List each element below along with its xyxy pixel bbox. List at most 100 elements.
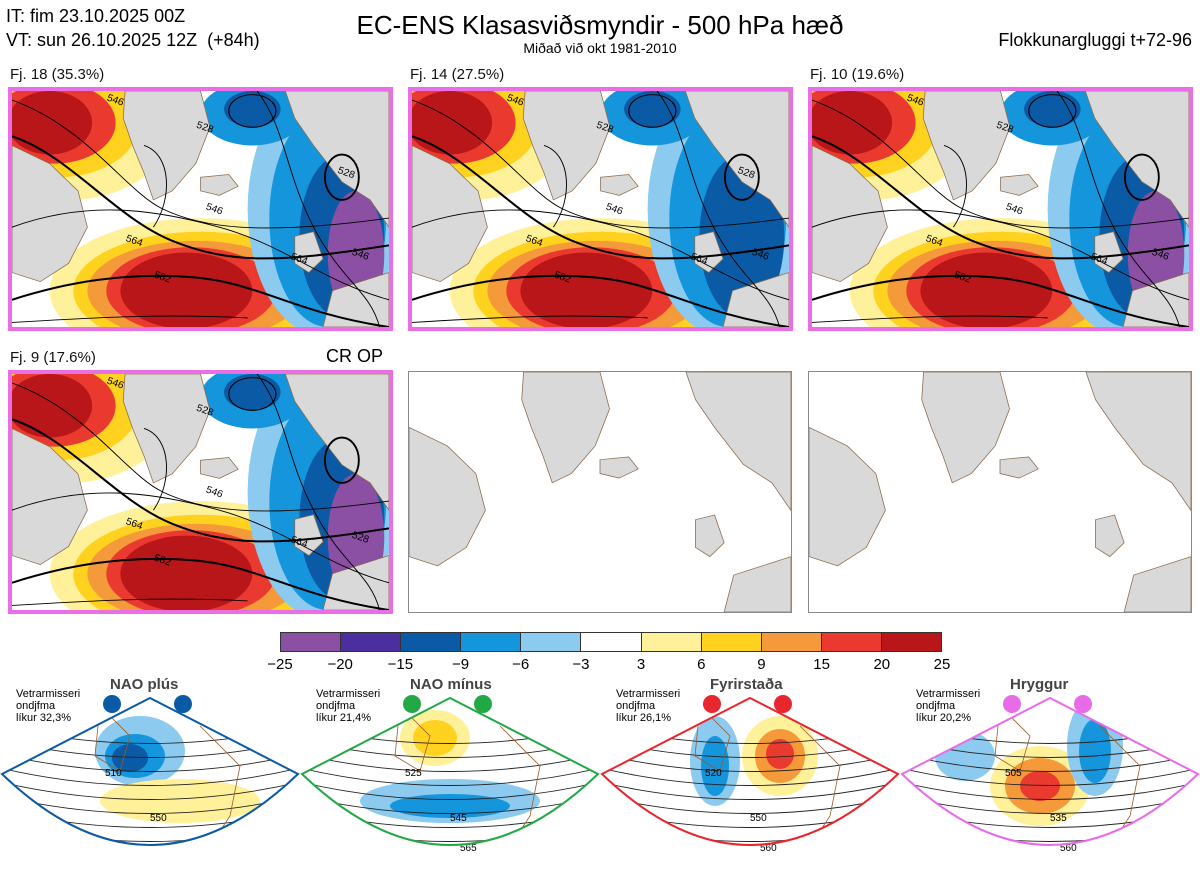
colorbar-swatch <box>401 633 462 651</box>
anomaly-negative <box>624 91 681 128</box>
panel-1-label: Fj. 18 (35.3%) <box>10 66 105 83</box>
anomaly-positive <box>520 252 653 327</box>
regime-contour-label: 505 <box>1005 768 1022 779</box>
regime-coast <box>1099 725 1151 845</box>
regime-marker-dot <box>774 695 792 713</box>
contour-line <box>143 428 167 511</box>
regime-contour-line <box>2 767 298 786</box>
anomaly-positive <box>120 535 253 610</box>
british-isles-shape <box>1095 514 1125 558</box>
colorbar-ticks: −25 −20 −15 −9 −6 −3 3 6 9 15 20 25 <box>0 656 1200 676</box>
regime-probability-note: Vetrarmisseri ondjfma líkur 26,1% <box>616 688 681 724</box>
regime-contour-label: 535 <box>1050 813 1067 824</box>
contour-line <box>812 209 1189 301</box>
regime-probability-note: Vetrarmisseri ondjfma líkur 20,2% <box>916 688 981 724</box>
colorbar-swatch <box>701 633 762 651</box>
regime-blocking[interactable]: Fyrirstaða Vetrarmisseri ondjfma líkur 26… <box>600 676 900 871</box>
colorbar-tick: 25 <box>933 656 951 673</box>
contour-line <box>543 145 567 228</box>
contour-line <box>143 145 167 228</box>
contour-line <box>12 99 389 229</box>
regime-anomaly <box>1079 719 1111 783</box>
header-times: IT: fim 23.10.2025 00Z VT: sun 26.10.202… <box>6 4 260 52</box>
regime-contour-label: 550 <box>750 813 767 824</box>
regime-sector-outline <box>0 696 300 846</box>
regime-ridge[interactable]: Hryggur Vetrarmisseri ondjfma líkur 20,2%… <box>900 676 1200 871</box>
valid-time: VT: sun 26.10.2025 12Z (+84h) <box>6 30 260 50</box>
regime-contour-label: 565 <box>460 843 477 854</box>
trough-center <box>1123 153 1160 201</box>
europe-shape <box>722 272 789 327</box>
regime-coast <box>694 705 731 772</box>
greenland-shape <box>122 374 211 484</box>
contour-line <box>656 91 781 327</box>
regime-marker-dot <box>1003 695 1021 713</box>
regime-title: Fyrirstaða <box>710 676 783 693</box>
regime-nao-minus[interactable]: NAO mínus Vetrarmisseri ondjfma líkur 21,… <box>300 676 600 871</box>
colorbar-swatch <box>641 633 702 651</box>
panel-2-label: Fj. 14 (27.5%) <box>410 66 505 83</box>
trough-center <box>323 153 360 201</box>
contour-line <box>412 274 789 327</box>
panel-1-map[interactable]: 546 528 546 564 582 564 546 528 <box>8 87 393 331</box>
init-time: IT: fim 23.10.2025 00Z <box>6 6 186 26</box>
greenland-shape <box>122 91 211 201</box>
contour-line <box>12 135 389 260</box>
contour-line <box>12 492 389 584</box>
regime-contour-label: 550 <box>150 813 167 824</box>
regime-title: Hryggur <box>1010 676 1069 693</box>
landmass <box>12 91 389 327</box>
regime-anomaly <box>701 736 729 796</box>
regime-contour-line <box>302 767 598 786</box>
regime-contour-line <box>302 753 598 772</box>
contour-line <box>412 315 648 323</box>
regime-contour-line <box>2 753 298 772</box>
colorbar-swatch <box>821 633 882 651</box>
regime-map: 520 550 560 <box>600 695 900 854</box>
regime-contour-line <box>902 781 1198 800</box>
colorbar-tick: 9 <box>757 656 766 673</box>
contour-line <box>412 209 789 301</box>
regime-contour-line <box>902 767 1198 786</box>
regime-anomaly <box>935 731 995 781</box>
regime-coast <box>394 705 431 772</box>
anomaly-positive <box>920 252 1053 327</box>
iceland-shape <box>200 457 239 479</box>
empty-map-2 <box>808 371 1192 613</box>
low-center <box>628 94 677 128</box>
panel-2-map[interactable]: 546 528 546 564 582 564 546 528 <box>408 87 793 331</box>
colorbar-tick: −6 <box>512 656 530 673</box>
regime-contour-label: 545 <box>450 813 467 824</box>
regime-contour-line <box>2 781 298 800</box>
regime-coast <box>799 725 851 845</box>
contour-line <box>12 274 389 327</box>
regime-contour-label: 520 <box>705 768 722 779</box>
regime-probability-note: Vetrarmisseri ondjfma líkur 32,3% <box>16 688 81 724</box>
regime-marker-dot <box>403 695 421 713</box>
regime-coastlines <box>94 705 251 845</box>
europe-shape <box>1123 556 1191 612</box>
regime-map: 510 550 <box>0 695 300 846</box>
scandinavia-shape <box>1085 372 1191 512</box>
colorbar-swatch <box>461 633 522 651</box>
regime-coast <box>94 705 131 772</box>
regime-anomaly <box>766 739 794 769</box>
panel-4-map[interactable]: 546 528 546 564 582 564 528 <box>8 370 393 614</box>
anomaly-field <box>412 91 789 327</box>
regime-nao-plus[interactable]: NAO plús Vetrarmisseri ondjfma líkur 32,3… <box>0 676 300 871</box>
regime-coast <box>199 725 251 845</box>
anomaly-positive <box>12 374 93 438</box>
contour-line <box>412 135 789 260</box>
europe-shape <box>723 556 791 612</box>
canada-shape <box>409 426 486 567</box>
page-title: EC-ENS Klasasviðsmyndir - 500 hPa hæð <box>356 10 844 40</box>
colorbar-swatch <box>521 633 582 651</box>
colorbar-tick: 6 <box>697 656 706 673</box>
low-center <box>1028 94 1077 128</box>
landmass <box>809 372 1191 612</box>
trough-center <box>323 436 360 484</box>
regime-map: 525 545 565 <box>300 695 600 854</box>
panel-3-map[interactable]: 546 528 546 564 582 564 546 <box>808 87 1193 331</box>
contour-line <box>12 598 248 606</box>
